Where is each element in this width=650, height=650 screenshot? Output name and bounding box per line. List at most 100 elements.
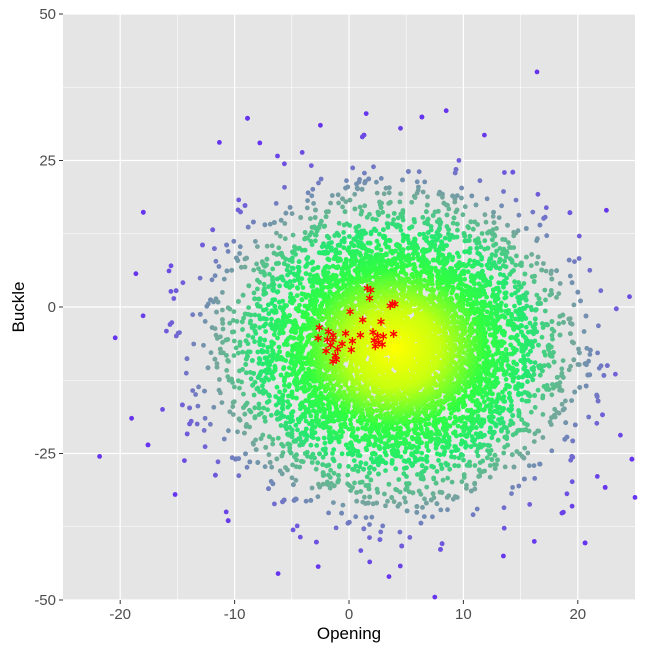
data-point — [325, 250, 331, 256]
data-point — [436, 458, 441, 463]
data-point — [386, 244, 391, 250]
data-point — [469, 434, 475, 439]
data-point — [479, 231, 485, 236]
data-point — [422, 496, 427, 502]
data-point — [537, 222, 543, 228]
data-point — [331, 418, 337, 424]
data-point — [242, 264, 248, 270]
data-point — [442, 235, 448, 241]
data-point — [557, 387, 562, 393]
data-point — [521, 281, 527, 286]
data-point — [409, 245, 415, 251]
data-point — [352, 480, 357, 486]
data-point — [583, 313, 589, 319]
data-point — [180, 280, 186, 286]
data-point — [531, 439, 537, 444]
data-point — [424, 484, 430, 490]
data-point — [549, 392, 555, 398]
data-point — [326, 257, 332, 263]
data-point — [247, 459, 253, 465]
data-point — [380, 458, 385, 463]
data-point — [245, 115, 250, 121]
data-point — [252, 379, 258, 385]
data-point — [594, 474, 600, 479]
data-point — [248, 312, 254, 318]
data-point — [475, 222, 480, 227]
data-point — [197, 275, 203, 281]
data-point — [488, 448, 494, 453]
data-point — [507, 422, 513, 428]
data-point — [297, 435, 303, 441]
data-point — [177, 330, 182, 335]
data-point — [277, 283, 282, 289]
data-point — [202, 415, 208, 421]
data-point — [542, 363, 547, 368]
data-point — [262, 464, 268, 470]
data-point — [262, 272, 267, 278]
data-point — [561, 320, 566, 325]
data-point — [378, 247, 384, 253]
data-point — [364, 474, 370, 480]
data-point — [220, 307, 225, 313]
data-point — [522, 476, 527, 482]
data-point — [552, 406, 558, 412]
data-point — [393, 466, 399, 472]
data-point — [521, 353, 526, 359]
data-point — [450, 257, 455, 263]
data-point — [549, 326, 555, 332]
data-point — [594, 392, 600, 398]
data-point — [509, 314, 514, 319]
data-point — [173, 288, 179, 294]
data-point — [429, 463, 435, 469]
data-point — [274, 456, 280, 462]
data-point — [313, 466, 319, 472]
data-point — [324, 479, 330, 485]
data-point — [223, 509, 229, 515]
data-point — [320, 279, 326, 285]
data-point — [239, 379, 245, 385]
data-point — [532, 431, 538, 437]
data-point — [451, 235, 457, 240]
data-point — [263, 307, 269, 312]
data-point — [613, 371, 618, 377]
data-point — [409, 435, 415, 440]
data-point — [416, 445, 421, 450]
data-point — [537, 461, 542, 467]
data-point — [250, 335, 256, 340]
data-point — [276, 400, 282, 406]
data-point — [513, 197, 519, 203]
data-point — [425, 221, 431, 227]
data-point — [188, 418, 194, 424]
data-point — [519, 397, 525, 403]
data-point — [345, 472, 351, 478]
data-point — [407, 225, 412, 231]
data-point — [404, 508, 410, 514]
data-point — [440, 194, 445, 200]
data-point — [469, 389, 475, 395]
data-point — [328, 247, 334, 253]
data-point — [281, 365, 287, 370]
data-point — [190, 312, 196, 318]
data-point — [313, 238, 318, 244]
data-point — [224, 353, 229, 358]
data-point — [560, 407, 566, 413]
data-point — [235, 429, 240, 435]
data-point — [367, 535, 372, 540]
data-point — [263, 290, 269, 296]
data-point — [297, 534, 303, 540]
data-point — [244, 464, 250, 470]
data-point — [475, 261, 481, 266]
data-point — [262, 418, 268, 424]
data-point — [550, 382, 555, 387]
data-point — [238, 209, 243, 215]
data-point — [320, 454, 326, 460]
data-point — [267, 271, 272, 277]
data-point — [274, 384, 280, 390]
data-point — [304, 235, 310, 241]
data-point — [261, 349, 267, 354]
data-point — [231, 399, 237, 404]
data-point — [512, 279, 517, 285]
data-point — [474, 240, 480, 246]
data-point — [227, 306, 233, 312]
data-point — [491, 326, 497, 331]
